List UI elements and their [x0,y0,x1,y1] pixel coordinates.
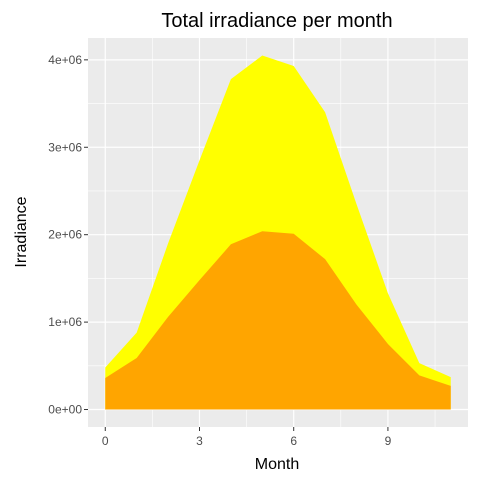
x-tick-label: 6 [290,434,297,448]
y-axis-title: Irradiance [13,196,30,267]
y-tick-label: 0e+00 [48,403,82,417]
y-tick-label: 4e+06 [48,53,82,67]
y-tick-label: 3e+06 [48,140,82,154]
x-tick-label: 0 [102,434,109,448]
y-tick-label: 2e+06 [48,228,82,242]
x-axis-ticks: 0 3 6 9 [102,427,392,448]
y-tick-label: 1e+06 [48,315,82,329]
x-tick-label: 9 [385,434,392,448]
area-series [105,55,451,410]
chart-title: Total irradiance per month [161,10,392,32]
x-axis-title: Month [255,456,299,473]
x-tick-label: 3 [196,434,203,448]
y-axis-ticks: 0e+00 1e+06 2e+06 3e+06 4e+06 [48,53,88,417]
area-series-2 [105,231,451,410]
